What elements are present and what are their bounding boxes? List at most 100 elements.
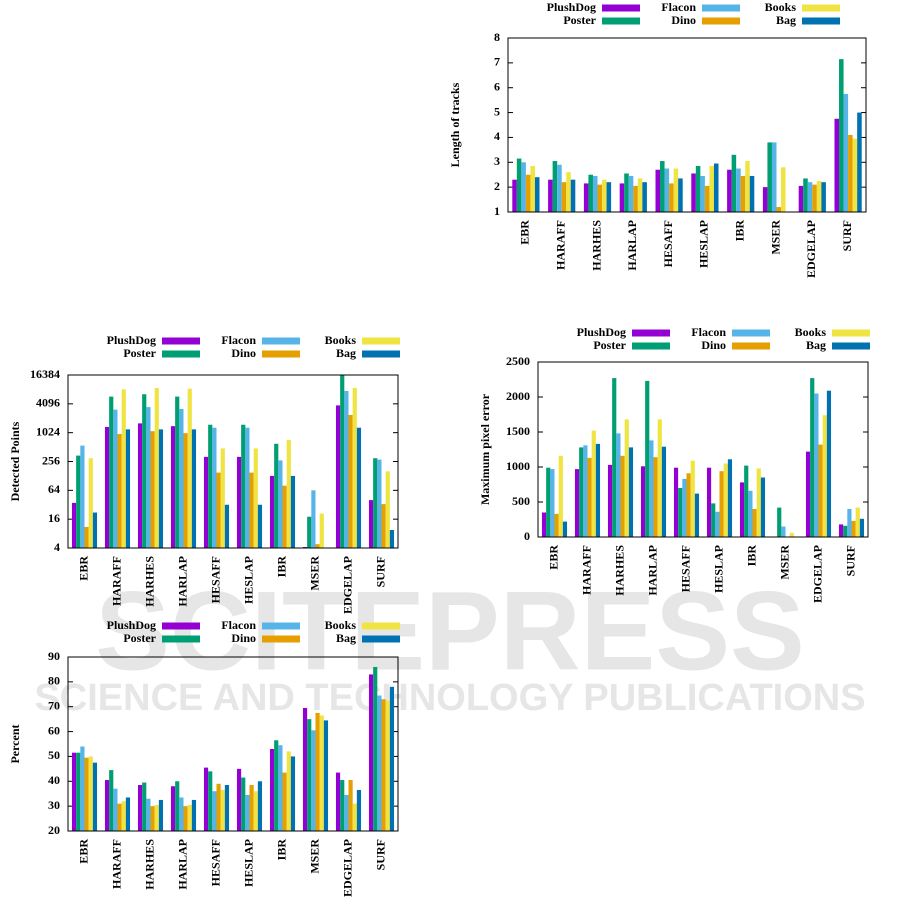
bar bbox=[767, 142, 772, 212]
x-tick-label: HARHES bbox=[142, 556, 156, 607]
bar bbox=[183, 806, 188, 831]
bar bbox=[352, 803, 357, 831]
bar bbox=[356, 427, 362, 548]
bar bbox=[736, 168, 741, 212]
plot-frame bbox=[537, 361, 869, 538]
bar bbox=[212, 427, 217, 548]
bar bbox=[694, 493, 700, 537]
bar bbox=[715, 511, 720, 537]
x-tick-label: EBR bbox=[76, 556, 90, 581]
bar bbox=[319, 513, 324, 548]
bar bbox=[257, 504, 263, 548]
bar bbox=[781, 167, 786, 212]
x-tick-label: HESAFF bbox=[208, 556, 222, 603]
bar bbox=[241, 777, 246, 831]
bar bbox=[216, 472, 221, 548]
bar bbox=[220, 789, 225, 831]
plot-frame bbox=[67, 374, 399, 549]
x-tick-label: EDGELAP bbox=[804, 220, 818, 278]
bar bbox=[142, 782, 147, 831]
bar bbox=[282, 772, 287, 831]
legend-label: Bag bbox=[336, 346, 356, 360]
x-tick-label: HARLAP bbox=[175, 556, 189, 607]
x-tick-label: HARLAP bbox=[175, 839, 189, 890]
bar bbox=[389, 686, 395, 831]
bar bbox=[579, 447, 584, 537]
bar bbox=[628, 447, 634, 537]
bar bbox=[602, 179, 607, 212]
bar bbox=[727, 169, 732, 212]
bar bbox=[104, 426, 110, 548]
bar bbox=[640, 466, 646, 537]
bar bbox=[628, 175, 634, 212]
bar bbox=[125, 797, 131, 831]
bar bbox=[695, 166, 701, 212]
bar bbox=[71, 752, 77, 831]
bar bbox=[191, 799, 197, 831]
bar bbox=[812, 184, 817, 212]
plot-frame bbox=[67, 656, 399, 832]
bar bbox=[335, 772, 341, 831]
bar bbox=[649, 440, 654, 537]
bar bbox=[208, 424, 213, 548]
bar bbox=[187, 388, 192, 548]
bar bbox=[348, 780, 353, 831]
bar bbox=[224, 785, 230, 831]
bar bbox=[852, 138, 858, 212]
legend-label: Poster bbox=[123, 346, 156, 360]
y-tick-label: 500 bbox=[512, 494, 530, 508]
bar bbox=[187, 804, 192, 831]
bar bbox=[843, 93, 849, 212]
bar bbox=[88, 458, 93, 548]
x-tick-label: HARAFF bbox=[579, 545, 593, 595]
bar bbox=[592, 175, 598, 212]
legend-label: Books bbox=[765, 0, 797, 14]
x-tick-label: EDGELAP bbox=[340, 556, 354, 614]
bar bbox=[274, 740, 279, 831]
bar bbox=[302, 707, 308, 831]
bar bbox=[212, 791, 217, 831]
x-tick-label: HARAFF bbox=[109, 839, 123, 889]
bar bbox=[286, 751, 291, 831]
bar bbox=[838, 524, 844, 537]
bar bbox=[352, 387, 357, 548]
y-tick-label: 80 bbox=[48, 674, 60, 688]
bar bbox=[121, 801, 126, 831]
y-tick-label: 1000 bbox=[506, 459, 530, 473]
bar bbox=[286, 439, 291, 548]
bar bbox=[530, 166, 535, 212]
bar bbox=[657, 419, 662, 537]
legend-swatch bbox=[832, 329, 870, 337]
bar bbox=[381, 699, 386, 831]
bar bbox=[113, 788, 118, 831]
legend-swatch bbox=[832, 342, 870, 350]
bar bbox=[512, 179, 517, 212]
bar bbox=[818, 444, 823, 537]
legend-swatch bbox=[162, 622, 200, 630]
bar bbox=[762, 187, 768, 212]
bar bbox=[859, 518, 865, 537]
bar bbox=[377, 695, 382, 831]
bar bbox=[711, 503, 716, 537]
y-tick-label: 3 bbox=[494, 154, 500, 168]
y-tick-label: 2 bbox=[494, 179, 500, 193]
legend-label: Bag bbox=[776, 13, 796, 27]
bar bbox=[678, 488, 683, 537]
bar bbox=[282, 485, 287, 548]
y-tick-label: 4096 bbox=[36, 396, 60, 410]
y-axis-label: Length of tracks bbox=[448, 82, 462, 167]
bar bbox=[307, 719, 312, 831]
bar bbox=[814, 393, 819, 537]
bar bbox=[154, 804, 159, 831]
legend-label: Books bbox=[325, 618, 357, 632]
bar bbox=[673, 168, 679, 212]
x-tick-label: SURF bbox=[843, 545, 857, 576]
bar bbox=[752, 509, 757, 537]
chart: 20 30 40 50 60 70 80 90 Percent EBR HARAFF HARHES HA… bbox=[8, 618, 400, 897]
x-tick-label: EBR bbox=[76, 839, 90, 864]
bar bbox=[158, 799, 164, 831]
x-tick-label: EBR bbox=[518, 220, 532, 245]
bar bbox=[661, 446, 667, 537]
bar bbox=[253, 791, 258, 831]
bar bbox=[88, 756, 93, 831]
